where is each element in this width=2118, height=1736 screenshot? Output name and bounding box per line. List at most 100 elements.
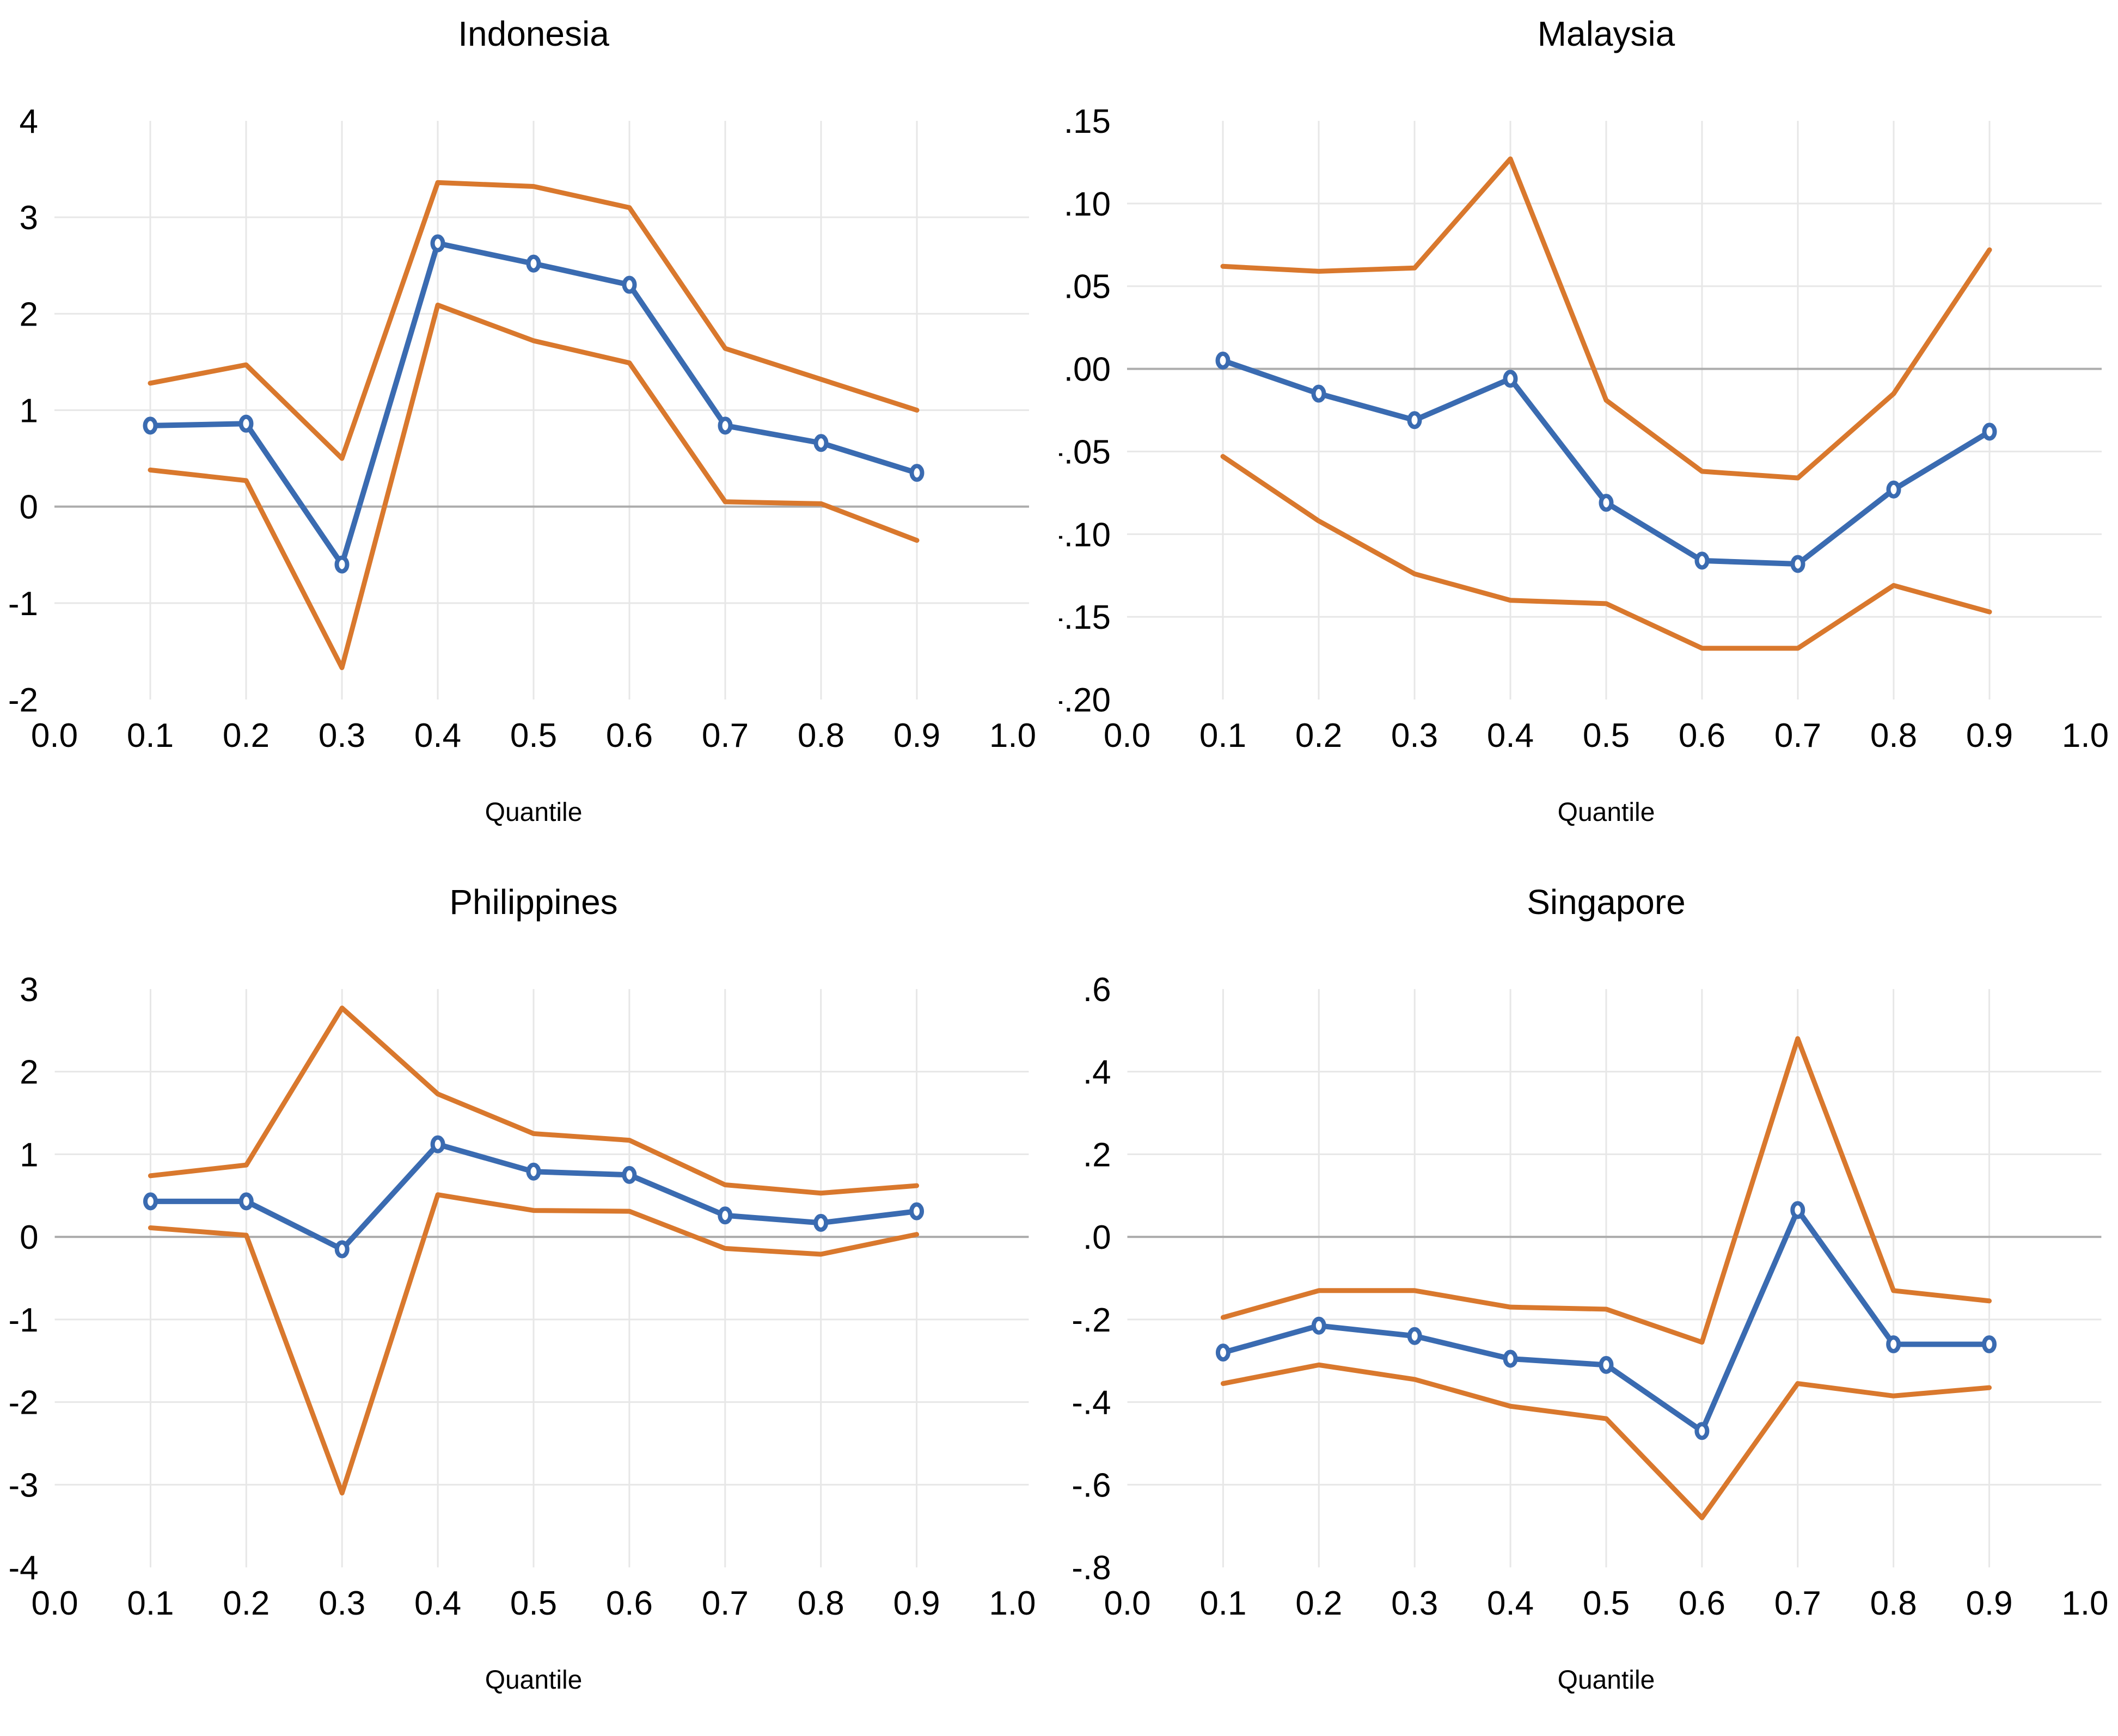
horizontal-gridlines	[54, 216, 1029, 604]
x-tick-label: 0.1	[127, 717, 174, 754]
chart-singapore: .6.4.2.0-.2-.4-.6-.80.0 0.1 0.2 0.3 0.4 0.5 0.…	[1072, 882, 2108, 1695]
point-marker	[1215, 351, 1231, 370]
x-axis-label-quantile: Quantile	[1558, 1666, 1655, 1695]
horizontal-gridlines	[1127, 203, 2102, 618]
panel-title: Indonesia	[458, 14, 609, 53]
point-marker	[718, 1206, 733, 1225]
y-tick-label: -.2	[1072, 1302, 1111, 1339]
vertical-gridlines	[1222, 121, 1991, 700]
x-tick-label: 0.6	[1679, 717, 1725, 754]
y-tick-label: -.20	[1059, 682, 1111, 719]
upper-ci-line	[148, 1005, 920, 1196]
y-axis-labels: 4 3 2 1 0 -1 -2	[8, 103, 38, 719]
x-axis-labels: 0.0 0.1 0.2 0.3 0.4 0.5 0.6 0.7 0.8 0.9 1.0	[31, 717, 1036, 754]
point-marker	[334, 1240, 350, 1259]
x-tick-label: 0.4	[414, 1585, 461, 1622]
lower-ci-line	[148, 1192, 920, 1496]
x-tick-label: 0.6	[1679, 1585, 1725, 1622]
x-tick-label: 0.1	[127, 1585, 174, 1622]
y-tick-label: 2	[20, 1054, 38, 1091]
point-marker	[622, 275, 637, 294]
y-tick-label: -.6	[1072, 1467, 1111, 1504]
x-tick-label: 0.8	[1870, 1585, 1917, 1622]
y-tick-label: -1	[8, 585, 38, 623]
x-tick-label: 1.0	[989, 1585, 1036, 1622]
x-tick-label: 0.8	[798, 1585, 844, 1622]
vertical-gridlines	[149, 989, 918, 1568]
x-tick-label: 1.0	[989, 717, 1036, 754]
marker-group	[1215, 1201, 1997, 1440]
y-tick-label: 2	[20, 296, 38, 333]
y-tick-label: 0	[20, 1219, 38, 1256]
y-tick-label: .15	[1064, 103, 1111, 140]
x-axis-labels: 0.0 0.1 0.2 0.3 0.4 0.5 0.6 0.7 0.8 0.9 1.0	[1104, 1585, 2108, 1622]
y-tick-label: .10	[1064, 186, 1111, 223]
x-tick-label: 1.0	[2062, 717, 2109, 754]
x-tick-label: 0.1	[1199, 1585, 1246, 1622]
panel-title: Malaysia	[1538, 14, 1675, 53]
y-tick-label: 1	[20, 392, 38, 430]
point-marker	[238, 1192, 254, 1211]
y-tick-label: .2	[1083, 1136, 1111, 1174]
panel-title: Singapore	[1527, 882, 1686, 922]
point-marker	[1982, 1335, 1997, 1353]
y-tick-label: -.4	[1072, 1384, 1111, 1422]
marker-group	[143, 1135, 925, 1259]
x-tick-label: 0.7	[702, 1585, 749, 1622]
y-tick-label: 3	[20, 199, 38, 237]
point-marker	[813, 1213, 829, 1232]
y-tick-label: -3	[8, 1467, 38, 1504]
y-tick-label: 3	[20, 971, 38, 1009]
x-tick-label: 0.9	[1966, 1585, 2012, 1622]
point-marker	[1215, 1344, 1231, 1362]
y-tick-label: -.15	[1059, 599, 1111, 636]
upper-ci-line	[1220, 1036, 1992, 1345]
x-tick-label: 0.5	[1583, 1585, 1630, 1622]
point-marker	[1503, 1349, 1518, 1368]
x-axis-labels: 0.0 0.1 0.2 0.3 0.4 0.5 0.6 0.7 0.8 0.9 1.0	[1104, 717, 2109, 754]
x-tick-label: 0.7	[1774, 1585, 1821, 1622]
x-tick-label: 0.3	[1391, 717, 1438, 754]
panel-philippines: 3 2 1 0 -1 -2 -3 -4 0.0 0.1 0.2 0.3 0.4 0.5 0.6 0.7 0.8 0…	[0, 868, 1059, 1736]
x-tick-label: 0.3	[319, 1585, 365, 1622]
point-marker	[1694, 551, 1710, 570]
y-tick-label: -4	[8, 1549, 38, 1587]
point-marker	[1407, 1327, 1422, 1345]
x-tick-label: 0.2	[223, 717, 270, 754]
y-axis-labels: .6 .4 .2 .0 -.2 -.4 -.6 -.8	[1072, 971, 1111, 1587]
y-tick-label: -.8	[1072, 1549, 1111, 1587]
point-marker	[1503, 370, 1518, 388]
x-tick-label: 0.6	[606, 1585, 653, 1622]
marker-group	[1215, 351, 1997, 573]
point-marker	[334, 555, 350, 574]
x-tick-label: 0.2	[1295, 1585, 1342, 1622]
point-marker	[1599, 1355, 1614, 1374]
upper-ci-line	[1220, 156, 1992, 481]
x-axis-labels: 0.0 0.1 0.2 0.3 0.4 0.5 0.6 0.7 0.8 0.9 1.0	[31, 1585, 1036, 1622]
y-tick-label: -.05	[1059, 433, 1111, 471]
point-marker	[718, 416, 733, 435]
x-tick-label: 0.7	[1774, 717, 1821, 754]
point-marker	[1982, 422, 1997, 441]
point-marker	[1886, 480, 1901, 499]
x-tick-label: 0.3	[1391, 1585, 1438, 1622]
x-tick-label: 0.4	[1487, 1585, 1534, 1622]
point-marker	[1407, 411, 1422, 430]
point-marker	[1311, 1316, 1326, 1335]
horizontal-gridlines	[1127, 1071, 2102, 1486]
point-marker	[143, 1192, 158, 1211]
point-marker	[430, 234, 445, 253]
vertical-gridlines	[1222, 989, 1991, 1568]
point-marker	[1311, 384, 1326, 403]
y-tick-label: .00	[1064, 351, 1111, 389]
marker-group	[143, 234, 925, 574]
lower-ci-line	[1220, 454, 1992, 651]
point-marker	[526, 1162, 541, 1181]
point-marker	[143, 416, 158, 435]
y-tick-label: -2	[8, 682, 38, 719]
point-marker	[1694, 1422, 1710, 1440]
x-tick-label: 0.0	[31, 1585, 78, 1622]
point-marker	[909, 1202, 925, 1220]
x-tick-label: 1.0	[2061, 1585, 2108, 1622]
